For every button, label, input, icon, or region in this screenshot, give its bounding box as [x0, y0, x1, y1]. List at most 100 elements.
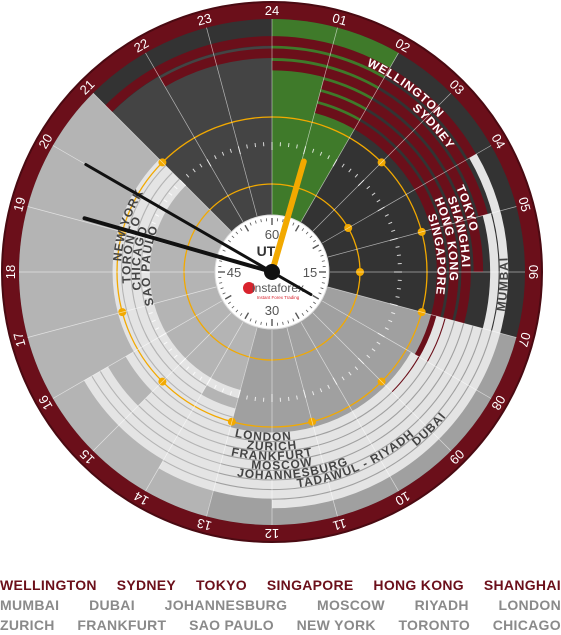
minute-tick: [221, 388, 225, 393]
minute-tick: [366, 354, 371, 359]
second-hand: [82, 216, 274, 274]
minute-tick: [173, 185, 178, 190]
minute-tick: [221, 151, 225, 156]
minute-tick: [229, 391, 232, 396]
hour-label: 08: [488, 393, 508, 413]
hour-label: 10: [393, 488, 413, 508]
minute-tick: [296, 395, 298, 400]
minute-tick: [376, 199, 381, 203]
minute-tick: [168, 348, 173, 352]
dial-tick: [260, 219, 262, 223]
dial-tick: [260, 321, 262, 325]
hour-label: 01: [331, 10, 349, 28]
legend-item: CHICAGO: [492, 617, 561, 633]
minute-tick: [388, 319, 393, 323]
minute-tick: [148, 312, 153, 315]
minute-tick: [179, 179, 187, 187]
hour-divider: [300, 322, 399, 492]
minute-tick: [143, 254, 148, 257]
minute-tick: [371, 348, 376, 352]
minute-tick: [341, 376, 345, 381]
legend-item: DUBAI: [89, 597, 135, 613]
dial-tick: [294, 224, 300, 232]
minute-tick: [357, 179, 365, 187]
minute-tick: [384, 214, 389, 217]
legend-item: HONG KONG: [373, 577, 464, 593]
minute-tick: [214, 384, 217, 389]
legend-row-middle: MUMBAI DUBAI JOHANNESBURG MOSCOW RIYADH …: [0, 595, 561, 615]
minute-tick: [229, 148, 232, 153]
minute-tick: [377, 206, 385, 212]
hour-divider: [322, 300, 492, 399]
minute-tick: [199, 163, 203, 168]
minute-tick: [146, 237, 155, 241]
hour-label: 24: [265, 3, 279, 18]
minute-tick: [173, 354, 178, 359]
minute-tick: [303, 389, 307, 398]
dial-tick: [305, 309, 309, 313]
dial-tick: [235, 309, 239, 313]
minute-tick: [332, 377, 338, 385]
pacific-sector: [112, 46, 272, 272]
dial-tick: [321, 260, 325, 262]
minute-tick: [199, 376, 203, 381]
hour-divider: [27, 286, 217, 338]
minute-tick: [206, 377, 212, 385]
session-label: MUMBAI: [494, 256, 511, 312]
minute-tick: [389, 237, 398, 241]
minute-tick: [144, 246, 149, 248]
session-label: LONDON: [234, 426, 293, 444]
dial-tick: [228, 301, 231, 305]
legend-item: SYDNEY: [116, 577, 177, 593]
dial-tick: [231, 305, 235, 309]
minute-tick: [192, 168, 196, 173]
minute-tick: [332, 159, 338, 167]
current-hour-sector: [272, 19, 399, 272]
dial-tick: [219, 260, 223, 262]
session-label: FRANKFURT: [230, 445, 314, 463]
minute-tick: [396, 254, 401, 257]
legend-item: MOSCOW: [316, 597, 385, 613]
minute-tick: [395, 246, 400, 248]
hour-label: 07: [515, 331, 533, 349]
minute-tick: [185, 366, 190, 371]
hour-label: 18: [3, 265, 18, 279]
minute-tick: [366, 185, 371, 190]
dial-tick: [312, 294, 320, 300]
hour-divider: [145, 322, 244, 492]
minute-tick: [303, 146, 307, 155]
dial-minute-label: 30: [265, 303, 279, 318]
hour-label: 17: [10, 331, 28, 349]
hour-label: 04: [488, 131, 508, 151]
minute-tick: [168, 192, 173, 196]
hour-divider: [300, 52, 399, 222]
minute-tick: [287, 143, 290, 148]
hour-label: 20: [35, 131, 55, 151]
hour-labels: 24 01020304050607080910111213141516171819…: [3, 3, 541, 541]
hour-label: 05: [515, 195, 533, 213]
dial-tick: [231, 235, 235, 239]
minute-tick: [319, 388, 323, 393]
dial-tick: [224, 294, 232, 300]
minute-tick: [151, 319, 156, 323]
hour-divider: [206, 327, 258, 517]
session-label: ZURICH: [246, 438, 297, 454]
hour-divider: [145, 52, 244, 222]
minute-tick: [155, 327, 160, 330]
center-pin: [264, 264, 280, 280]
legend-item: WELLINGTON: [0, 577, 97, 593]
dial-tick: [249, 222, 252, 226]
legend-row-west: ZURICH FRANKFURT SAO PAULO NEW YORK TORO…: [0, 615, 561, 635]
minute-tick: [348, 371, 352, 376]
legend-item: RIYADH: [414, 597, 469, 613]
dial-tick: [239, 228, 243, 231]
hour-label: 14: [131, 488, 151, 508]
dial-tick: [219, 282, 223, 284]
dial-tick: [239, 313, 243, 316]
dial-tick: [244, 224, 250, 232]
dial-tick: [301, 313, 305, 316]
hour-label: 12: [265, 526, 279, 541]
hour-label: 11: [331, 516, 348, 534]
minute-tick: [146, 303, 155, 307]
